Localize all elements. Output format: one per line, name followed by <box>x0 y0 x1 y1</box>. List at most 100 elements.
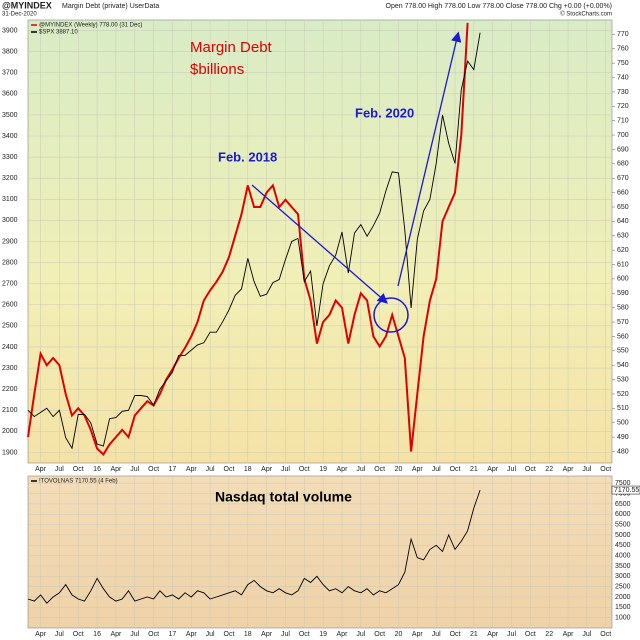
legend-label: !TOVOLNAS 7170.55 (4 Feb) <box>39 479 118 485</box>
y-tick-label: 5500 <box>615 521 631 528</box>
y-tick-label: 2200 <box>2 386 18 393</box>
x-tick-label: Apr <box>487 466 499 473</box>
x-tick-label: Jul <box>432 631 441 638</box>
y-tick-label: 3000 <box>615 573 631 580</box>
x-tick-label: Apr <box>412 631 424 638</box>
y-tick-label: 1000 <box>615 615 631 622</box>
x-tick-label: Apr <box>35 466 47 473</box>
x-tick-label: Apr <box>487 631 499 638</box>
x-tick-label: Apr <box>337 631 349 638</box>
y2-tick-label: 540 <box>617 362 629 369</box>
x-tick-label: Jul <box>206 631 215 638</box>
x-tick-label: Oct <box>450 631 461 638</box>
y-tick-label: 2500 <box>615 583 631 590</box>
y2-tick-label: 480 <box>617 448 629 455</box>
x-tick-label: Apr <box>186 631 198 638</box>
series-line <box>27 22 469 456</box>
x-tick-label: Apr <box>563 466 575 473</box>
chart-subtitle: Margin Debt (private) UserData <box>62 3 159 10</box>
x-tick-label: Oct <box>374 466 385 473</box>
x-tick-label: Apr <box>563 631 575 638</box>
x-tick-label: Apr <box>261 631 273 638</box>
y-tick-label: 2500 <box>2 323 18 330</box>
x-tick-label: 22 <box>545 466 553 473</box>
x-tick-label: Apr <box>110 631 122 638</box>
x-tick-label: Jul <box>507 466 516 473</box>
x-tick-label: Oct <box>600 631 611 638</box>
y-tick-label: 6000 <box>615 511 631 518</box>
x-tick-label: Jul <box>281 466 290 473</box>
y2-tick-label: 710 <box>617 118 629 125</box>
y-tick-label: 3500 <box>2 112 18 119</box>
y-tick-label: 2100 <box>2 407 18 414</box>
x-tick-label: Oct <box>224 631 235 638</box>
x-tick-label: Jul <box>130 631 139 638</box>
y-tick-label: 2400 <box>2 344 18 351</box>
arrow <box>397 31 462 287</box>
x-tick-label: Jul <box>206 466 215 473</box>
x-tick-label: Apr <box>186 466 198 473</box>
y-tick-label: 5000 <box>615 532 631 539</box>
series-line <box>27 32 481 450</box>
legend-label: @MYINDEX (Weekly) 778.00 (31 Dec) <box>39 23 142 29</box>
x-tick-label: Apr <box>35 631 47 638</box>
x-tick-label: Jul <box>281 631 290 638</box>
x-tick-label: 16 <box>93 466 101 473</box>
y-tick-label: 4500 <box>615 542 631 549</box>
y-tick-label: 3200 <box>2 175 18 182</box>
x-tick-label: Jul <box>55 631 64 638</box>
y-tick-label: 3400 <box>2 133 18 140</box>
x-tick-label: 21 <box>470 631 478 638</box>
x-tick-label: Jul <box>582 466 591 473</box>
x-tick-label: 19 <box>319 466 327 473</box>
x-tick-label: Apr <box>412 466 424 473</box>
y-tick-label: 2700 <box>2 281 18 288</box>
y2-tick-label: 530 <box>617 376 629 383</box>
quote: Open 778.00 High 778.00 Low 778.00 Close… <box>386 3 613 10</box>
x-tick-label: Apr <box>110 466 122 473</box>
y2-tick-label: 700 <box>617 132 629 139</box>
last-value-tag <box>611 485 640 495</box>
y-tick-label: 2900 <box>2 238 18 245</box>
x-tick-label: Jul <box>130 466 139 473</box>
x-tick-label: Oct <box>148 631 159 638</box>
annotation: $billions <box>190 61 244 78</box>
y2-tick-label: 630 <box>617 233 629 240</box>
x-tick-label: Oct <box>148 466 159 473</box>
y2-tick-label: 680 <box>617 161 629 168</box>
x-tick-label: Jul <box>356 631 365 638</box>
x-tick-label: Oct <box>73 466 84 473</box>
y-tick-label: 3600 <box>2 91 18 98</box>
y2-tick-label: 600 <box>617 276 629 283</box>
x-tick-label: 18 <box>244 631 252 638</box>
x-tick-label: 21 <box>470 466 478 473</box>
annotation: Margin Debt <box>190 39 273 56</box>
y-tick-label: 3300 <box>2 154 18 161</box>
y2-tick-label: 570 <box>617 319 629 326</box>
last-value-label: 7170.55 <box>614 487 639 494</box>
volume-panel <box>27 475 613 629</box>
x-tick-label: 18 <box>244 466 252 473</box>
y2-tick-label: 610 <box>617 261 629 268</box>
y2-tick-label: 750 <box>617 60 629 67</box>
y-tick-label: 3500 <box>615 563 631 570</box>
y2-tick-label: 640 <box>617 218 629 225</box>
y2-tick-label: 510 <box>617 405 629 412</box>
y2-tick-label: 620 <box>617 247 629 254</box>
x-tick-label: Oct <box>73 631 84 638</box>
y2-tick-label: 760 <box>617 46 629 53</box>
x-tick-label: Jul <box>507 631 516 638</box>
y2-tick-label: 730 <box>617 89 629 96</box>
x-tick-label: Jul <box>55 466 64 473</box>
y2-tick-label: 500 <box>617 420 629 427</box>
y-tick-label: 2800 <box>2 259 18 266</box>
annotation: Nasdaq total volume <box>215 489 352 505</box>
x-tick-label: 22 <box>545 631 553 638</box>
x-tick-label: Oct <box>299 631 310 638</box>
y2-tick-label: 660 <box>617 189 629 196</box>
x-tick-label: Oct <box>600 466 611 473</box>
y2-tick-label: 740 <box>617 74 629 81</box>
y-tick-label: 1900 <box>2 449 18 456</box>
y-tick-label: 1500 <box>615 604 631 611</box>
annotation: Feb. 2018 <box>218 149 277 164</box>
